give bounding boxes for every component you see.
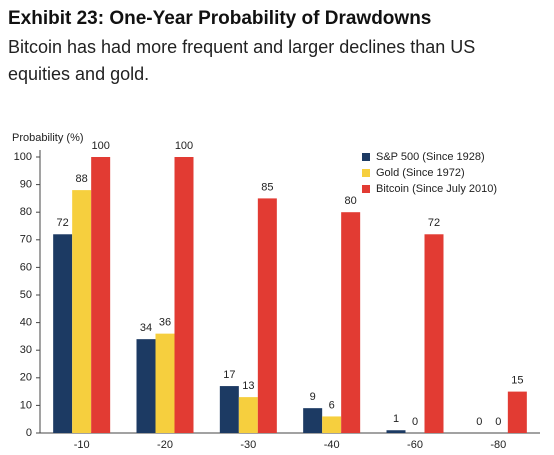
y-axis-label: Probability (%) (12, 132, 84, 144)
legend-label: Gold (Since 1972) (376, 167, 465, 179)
y-tick-label: 90 (20, 179, 32, 191)
value-label: 0 (476, 416, 482, 428)
bar (303, 408, 323, 433)
value-label: 80 (345, 195, 357, 207)
x-tick-label: -80 (490, 439, 506, 451)
chart-title: Exhibit 23: One-Year Probability of Draw… (8, 8, 432, 29)
value-label: 0 (495, 416, 501, 428)
legend-label: S&P 500 (Since 1928) (376, 151, 485, 163)
y-tick-label: 40 (20, 317, 32, 329)
bar (91, 157, 111, 433)
value-label: 34 (140, 322, 152, 334)
value-label: 1 (393, 413, 399, 425)
bar (219, 386, 239, 433)
bar (507, 391, 527, 433)
y-tick-label: 10 (20, 399, 32, 411)
value-label: 88 (76, 173, 88, 185)
bar (136, 339, 156, 433)
value-label: 17 (223, 369, 235, 381)
x-tick-label: -20 (157, 439, 173, 451)
y-tick-label: 70 (20, 234, 32, 246)
bar (386, 430, 406, 433)
bar (72, 190, 92, 433)
x-tick-label: -10 (74, 439, 90, 451)
y-tick-label: 80 (20, 206, 32, 218)
value-label: 0 (412, 416, 418, 428)
value-label: 85 (261, 181, 273, 193)
x-tick-label: -30 (240, 439, 256, 451)
y-tick-label: 60 (20, 261, 32, 273)
value-label: 72 (57, 217, 69, 229)
bar (257, 198, 277, 433)
legend-swatch (362, 185, 370, 193)
bar (155, 333, 175, 433)
x-tick-label: -40 (324, 439, 340, 451)
bar (53, 234, 73, 433)
value-label: 15 (511, 375, 523, 387)
legend-swatch (362, 169, 370, 177)
value-label: 100 (91, 140, 109, 152)
bar (174, 157, 194, 433)
value-label: 9 (310, 391, 316, 403)
legend-swatch (362, 153, 370, 161)
bar (341, 212, 361, 433)
chart-subtitle: Bitcoin has had more frequent and larger… (8, 37, 476, 84)
bar (238, 397, 258, 433)
bar (424, 234, 444, 433)
y-tick-label: 50 (20, 289, 32, 301)
value-label: 13 (242, 380, 254, 392)
y-tick-label: 0 (26, 427, 32, 439)
y-tick-label: 100 (14, 151, 32, 163)
y-tick-label: 30 (20, 344, 32, 356)
value-label: 36 (159, 317, 171, 329)
bar (322, 416, 342, 433)
value-label: 6 (329, 399, 335, 411)
y-tick-label: 20 (20, 372, 32, 384)
legend-label: Bitcoin (Since July 2010) (376, 183, 497, 195)
x-tick-label: -60 (407, 439, 423, 451)
value-label: 100 (175, 140, 193, 152)
value-label: 72 (428, 217, 440, 229)
